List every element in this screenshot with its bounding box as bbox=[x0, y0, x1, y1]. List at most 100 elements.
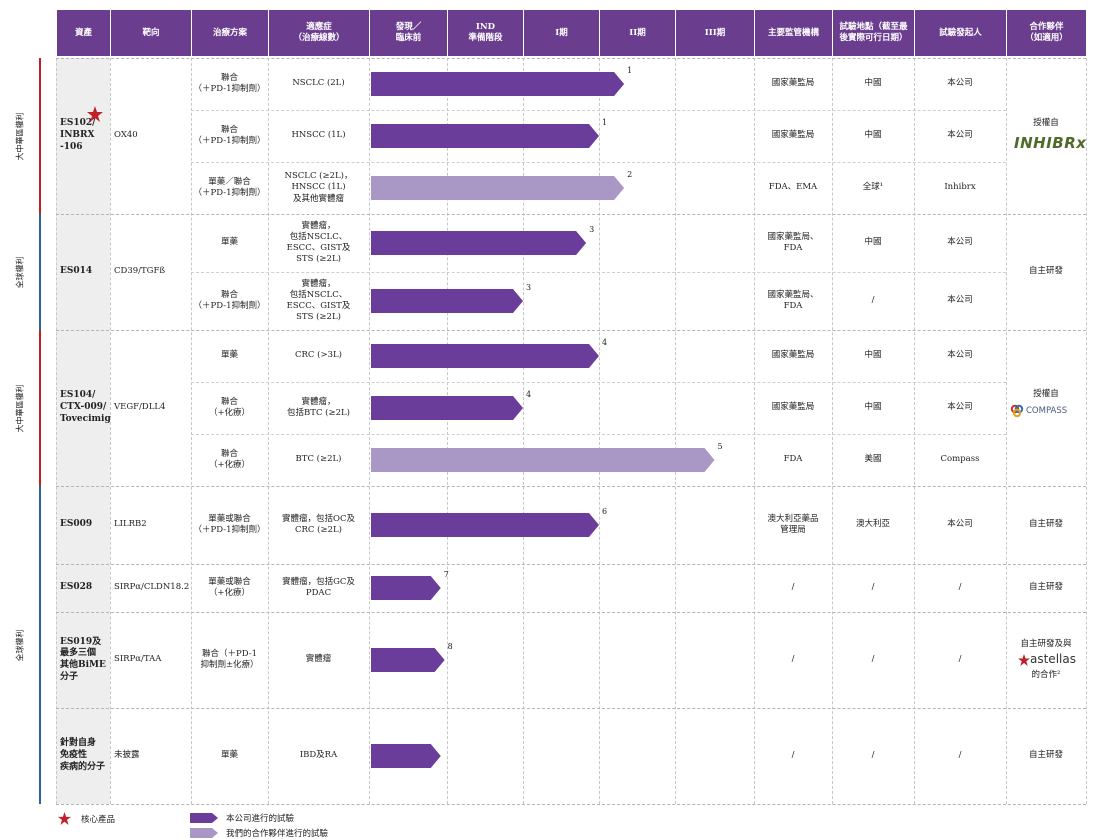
header-partner: 合作夥伴 （如適用） bbox=[1007, 10, 1086, 56]
asset-name: ES019及 最多三個 其他BiME 分子 bbox=[56, 612, 110, 708]
partner-trial-arrow-icon bbox=[190, 828, 218, 838]
sponsor-cell: 本公司 bbox=[947, 519, 973, 530]
region-label-text: 全球權利 bbox=[15, 629, 25, 661]
region-label: 大中華區權利 bbox=[6, 58, 34, 214]
asset-background bbox=[56, 330, 110, 486]
company-trial-arrow bbox=[371, 576, 441, 600]
regulator-cell: 國家藥監局、 FDA bbox=[767, 289, 819, 311]
column-divider bbox=[1006, 58, 1007, 804]
compass-logo-text: COMPASS bbox=[1026, 405, 1068, 416]
sponsor-cell: 本公司 bbox=[947, 350, 973, 361]
partner-text: 授權自 bbox=[1033, 389, 1059, 400]
header-stage-discovery: 發現／ 臨床前 bbox=[370, 10, 447, 56]
regulator-cell: 國家藥監局 bbox=[771, 78, 815, 89]
legend-partner-trial-label: 我們的合作夥伴進行的試驗 bbox=[226, 829, 329, 839]
astellas-star-icon bbox=[1018, 653, 1030, 666]
region-bar bbox=[39, 330, 41, 486]
location-cell: 澳大利亞 bbox=[855, 519, 890, 530]
region-label-text: 大中華區權利 bbox=[15, 384, 25, 432]
asset-name-text: ES019及 最多三個 其他BiME 分子 bbox=[60, 636, 106, 682]
company-trial-arrow bbox=[371, 124, 599, 148]
legend-core-product-label: 核心產品 bbox=[81, 814, 116, 825]
partner-text: 自主研發 bbox=[1028, 266, 1063, 277]
partner-text: 自主研發 bbox=[1028, 582, 1063, 593]
therapy-cell: 單藥／聯合 （＋PD-1抑制劑） bbox=[193, 176, 266, 198]
company-trial-arrow-icon bbox=[190, 813, 218, 823]
partner-text-line: 的合作² bbox=[1031, 670, 1061, 680]
sponsor-cell: Inhibrx bbox=[944, 182, 976, 193]
astellas-logo-text: astellas bbox=[1030, 652, 1076, 666]
legend-company-trial: 本公司進行的試驗 bbox=[190, 812, 294, 824]
column-divider bbox=[268, 58, 269, 804]
sponsor-cell: 本公司 bbox=[947, 402, 973, 413]
sub-row-divider bbox=[191, 272, 1006, 273]
location-cell: / bbox=[871, 654, 875, 665]
arrow-note-number: 4 bbox=[602, 338, 608, 347]
regulator-cell: 澳大利亞藥品 管理局 bbox=[767, 513, 819, 535]
sponsor-cell: Compass bbox=[940, 454, 980, 465]
region-label: 全球權利 bbox=[6, 486, 34, 804]
regulator-cell: 國家藥監局、 FDA bbox=[767, 231, 819, 253]
core-product-star-icon bbox=[58, 812, 71, 825]
header-stage-phase3: III期 bbox=[676, 10, 754, 56]
location-cell: / bbox=[871, 750, 875, 761]
partner-trial-arrow bbox=[371, 176, 625, 200]
partner-cell: 授權自 bbox=[1006, 330, 1086, 486]
therapy-cell: 聯合 （+化療） bbox=[208, 448, 251, 470]
row-divider bbox=[56, 58, 1086, 59]
sponsor-cell: / bbox=[958, 750, 962, 761]
indication-cell: NSCLC (≥2L)， HNSCC (1L) 及其他實體瘤 bbox=[284, 171, 353, 204]
company-trial-arrow bbox=[371, 513, 599, 537]
asset-name-text: ES102/ INBRX -106 bbox=[60, 118, 96, 152]
column-divider bbox=[191, 58, 192, 804]
arrow-note-number: 4 bbox=[526, 390, 532, 399]
target-cell: 未披露 bbox=[114, 750, 140, 761]
regulator-cell: 國家藥監局 bbox=[771, 350, 815, 361]
target-cell: CD39/TGFß bbox=[114, 266, 166, 277]
astellas-logo: astellas bbox=[1018, 652, 1076, 666]
location-cell: 中國 bbox=[864, 402, 882, 413]
location-cell: 中國 bbox=[864, 78, 882, 89]
asset-background bbox=[56, 612, 110, 708]
indication-cell: 實體瘤， 包括BTC (≥2L) bbox=[287, 396, 350, 418]
partner-text: 自主研發 bbox=[1028, 519, 1063, 530]
therapy-cell: 單藥或聯合 （＋PD-1抑制劑） bbox=[193, 513, 266, 535]
legend-partner-trial: 我們的合作夥伴進行的試驗 bbox=[190, 827, 328, 839]
sponsor-cell: 本公司 bbox=[947, 237, 973, 248]
regulator-cell: / bbox=[791, 750, 795, 761]
header-stage-phase2: II期 bbox=[600, 10, 675, 56]
partner-cell: 自主研發 bbox=[1006, 214, 1086, 330]
arrow-note-number: 3 bbox=[589, 225, 595, 234]
regulator-cell: FDA bbox=[783, 454, 803, 465]
region-label: 全球權利 bbox=[6, 214, 34, 330]
column-divider bbox=[523, 58, 524, 804]
legend-core-product: 核心產品 bbox=[58, 812, 115, 825]
target-cell: OX40 bbox=[114, 130, 138, 141]
asset-name-text: ES104/ CTX-009/ Tovecimig bbox=[60, 390, 111, 424]
therapy-cell: 單藥 bbox=[220, 237, 238, 248]
target-cell: VEGF/DLL4 bbox=[114, 402, 166, 413]
indication-cell: 實體瘤， 包括NSCLC、 ESCC、GIST及 STS (≥2L) bbox=[286, 220, 351, 265]
partner-text: 自主研發 bbox=[1028, 750, 1063, 761]
partner-cell: 授權自 bbox=[1006, 58, 1086, 214]
therapy-cell: 單藥或聯合 （+化療） bbox=[208, 576, 251, 598]
target-cell: SIRPα/CLDN18.2 bbox=[114, 582, 190, 593]
column-divider bbox=[1086, 58, 1087, 804]
legend-company-trial-label: 本公司進行的試驗 bbox=[226, 814, 295, 824]
arrow-note-number: 7 bbox=[443, 570, 449, 579]
header-regulator: 主要監管機構 bbox=[755, 10, 832, 56]
inhibrx-logo: INHIBRx bbox=[1014, 134, 1087, 152]
regulator-cell: / bbox=[791, 582, 795, 593]
asset-divider bbox=[56, 486, 1086, 487]
target-cell: SIRPα/TAA bbox=[114, 654, 162, 665]
location-cell: 中國 bbox=[864, 237, 882, 248]
indication-cell: IBD及RA bbox=[299, 750, 338, 761]
indication-cell: 實體瘤， 包括NSCLC、 ESCC、GIST及 STS (≥2L) bbox=[286, 278, 351, 323]
arrow-note-number: 1 bbox=[627, 66, 633, 75]
asset-background bbox=[56, 486, 110, 564]
location-cell: 中國 bbox=[864, 130, 882, 141]
asset-name-text: ES028 bbox=[60, 582, 93, 593]
header-location: 試驗地點（截至最 後實際可行日期） bbox=[833, 10, 914, 56]
therapy-cell: 單藥 bbox=[220, 750, 238, 761]
